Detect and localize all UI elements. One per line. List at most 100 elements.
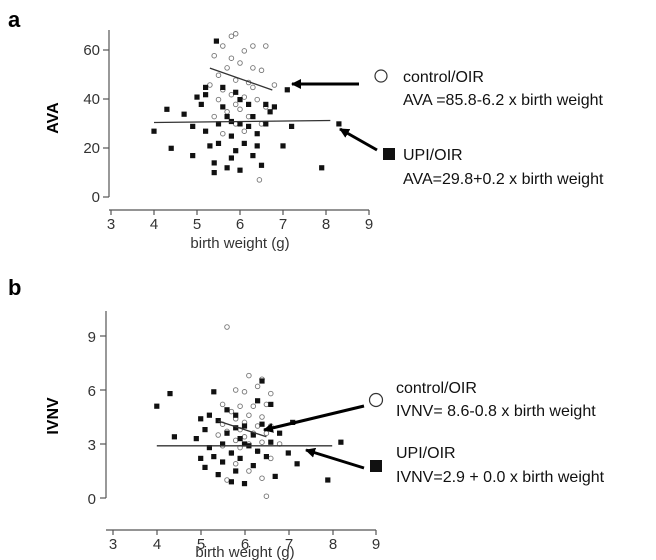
panel-b-upi-oir-point — [241, 481, 248, 487]
control-oir-legend-marker — [374, 69, 388, 83]
panel-a-control-oir-point — [237, 106, 243, 113]
panel-a-arrow-upi — [339, 127, 378, 152]
panel-b-upi-oir-point — [241, 441, 248, 447]
panel-a-control-oir-point — [250, 43, 256, 49]
panel-a-x-tick-label: 3 — [107, 216, 115, 233]
panel-b-upi-oir-point — [206, 412, 212, 418]
panel-b-x-tick-label: 7 — [285, 536, 293, 553]
panel-b-control-oir-point — [268, 390, 274, 397]
panel-a-control-oir-point — [250, 65, 256, 71]
panel-a-legend-upi-equation: AVA=29.8+0.2 x birth weight — [403, 171, 604, 188]
panel-b-upi-oir-point — [237, 455, 243, 461]
panel-a: a AVA 0 20 40 60 3 4 5 6 7 — [8, 7, 604, 252]
panel-a-upi-oir-point — [228, 133, 234, 139]
panel-b-control-oir-point — [232, 437, 239, 444]
panel-b-arrow-control — [263, 404, 365, 433]
panel-b-control-oir-point — [237, 403, 243, 409]
panel-a-y-tick-label: 0 — [92, 189, 100, 206]
panel-b-x-tick-label: 9 — [372, 536, 380, 553]
panel-b-upi-oir-point — [250, 463, 256, 469]
panel-b-x-ticks: 3 4 5 6 7 8 9 — [109, 530, 380, 553]
panel-a-upi-oir-point — [237, 121, 243, 127]
panel-a-control-oir-point — [237, 60, 243, 66]
panel-a-y-ticks: 0 20 40 60 — [83, 42, 109, 206]
panel-a-control-oir-point — [207, 82, 213, 88]
panel-b-upi-oir-point — [268, 439, 274, 445]
panel-b-control-oir-point — [224, 477, 230, 483]
panel-b-control-oir-point — [246, 412, 252, 418]
panel-a-upi-oir-point — [207, 143, 213, 149]
panel-b-upi-oir-point — [285, 450, 291, 456]
panel-b: b IVNV 0 3 6 9 3 4 5 6 7 8 — [8, 275, 605, 560]
panel-b-upi-oir-point — [272, 473, 278, 479]
panel-b-control-oir-point — [246, 468, 252, 474]
panel-b-y-tick-label: 3 — [88, 437, 96, 454]
panel-a-upi-oir-point — [215, 121, 222, 127]
panel-a-upi-oir-point — [254, 143, 260, 149]
panel-a-x-tick-label: 6 — [236, 216, 244, 233]
panel-a-control-oir-point — [224, 65, 230, 71]
panel-b-control-oir-point — [259, 414, 265, 420]
panel-a-control-oir-point — [220, 43, 226, 49]
panel-b-y-ticks: 0 3 6 9 — [88, 329, 106, 508]
panel-b-control-oir-point — [263, 430, 270, 436]
panel-b-upi-oir-point — [154, 403, 160, 409]
panel-b-upi-oir-point — [228, 479, 234, 485]
panel-a-upi-oir-point — [263, 101, 269, 107]
panel-a-control-oir-point — [228, 91, 235, 98]
panel-a-control-oir-point — [232, 101, 239, 108]
panel-b-legend-control-label: control/OIR — [396, 380, 477, 397]
panel-a-y-tick-label: 60 — [83, 42, 100, 59]
panel-a-control-oir-point — [258, 67, 265, 74]
panel-b-x-tick-label: 4 — [153, 536, 161, 553]
panel-a-upi-oir-point — [319, 165, 325, 171]
panel-a-upi-oir-point — [241, 140, 247, 146]
panel-a-x-ticks: 3 4 5 6 7 8 9 — [107, 210, 373, 233]
panel-b-upi-oir-point — [198, 416, 204, 422]
panel-a-control-oir-point — [256, 177, 263, 183]
panel-a-upi-oir-point — [271, 104, 277, 110]
panel-a-x-tick-label: 4 — [150, 216, 158, 233]
panel-b-legend-control-equation: IVNV= 8.6-0.8 x birth weight — [396, 403, 596, 420]
panel-a-upi-oir-point — [267, 109, 273, 115]
panel-b-control-oir-point — [232, 461, 239, 467]
panel-b-upi-oir-point — [233, 425, 239, 431]
panel-a-control-oir-point — [241, 128, 248, 134]
panel-b-upi-oir-point — [211, 389, 217, 395]
panel-b-control-oir-point — [241, 434, 248, 440]
panel-b-y-tick-label: 6 — [88, 383, 96, 400]
panel-a-upi-oir-point — [280, 143, 286, 149]
panel-b-control-oir-point — [254, 383, 261, 390]
panel-b-upi-oir-point — [220, 441, 226, 447]
panel-b-upi-oir-point — [215, 418, 221, 424]
panel-a-control-oir-point — [258, 121, 265, 127]
panel-b-letter: b — [8, 275, 21, 300]
panel-a-upi-oir-point — [203, 84, 209, 90]
panel-a-control-oir-point — [250, 84, 256, 91]
panel-b-upi-oir-point — [255, 448, 261, 454]
panel-b-upi-oir-point — [277, 430, 283, 436]
panel-b-upi-oir-point — [211, 454, 217, 460]
panel-a-y-tick-label: 20 — [83, 140, 100, 157]
panel-a-upi-oir-point — [254, 131, 260, 137]
panel-b-upi-oir-point — [171, 434, 177, 440]
panel-a-upi-oir-point — [250, 153, 256, 159]
panel-b-upi-oir-point — [255, 398, 261, 404]
panel-b-y-tick-label: 9 — [88, 329, 96, 346]
panel-b-upi-oir-point — [202, 464, 208, 470]
panel-a-upi-oir-point — [224, 114, 230, 120]
panel-b-upi-oir-point — [193, 436, 199, 442]
panel-b-y-tick-label: 0 — [88, 491, 96, 508]
panel-b-upi-oir-point — [325, 477, 331, 483]
panel-b-upi-oir-point — [215, 472, 221, 478]
panel-a-control-oir-point — [263, 43, 269, 49]
panel-b-control-oir-point — [219, 401, 226, 408]
panel-b-control-oir-point — [259, 439, 265, 445]
panel-a-upi-oir-point — [181, 111, 187, 117]
panel-a-legend-control-label: control/OIR — [403, 69, 484, 86]
upi-oir-legend-marker — [383, 148, 395, 160]
panel-b-legend: control/OIR IVNV= 8.6-0.8 x birth weight… — [368, 380, 605, 486]
panel-b-x-tick-label: 6 — [241, 536, 249, 553]
panel-a-control-oir-point — [215, 72, 222, 78]
panel-b-control-oir-point — [263, 401, 270, 408]
